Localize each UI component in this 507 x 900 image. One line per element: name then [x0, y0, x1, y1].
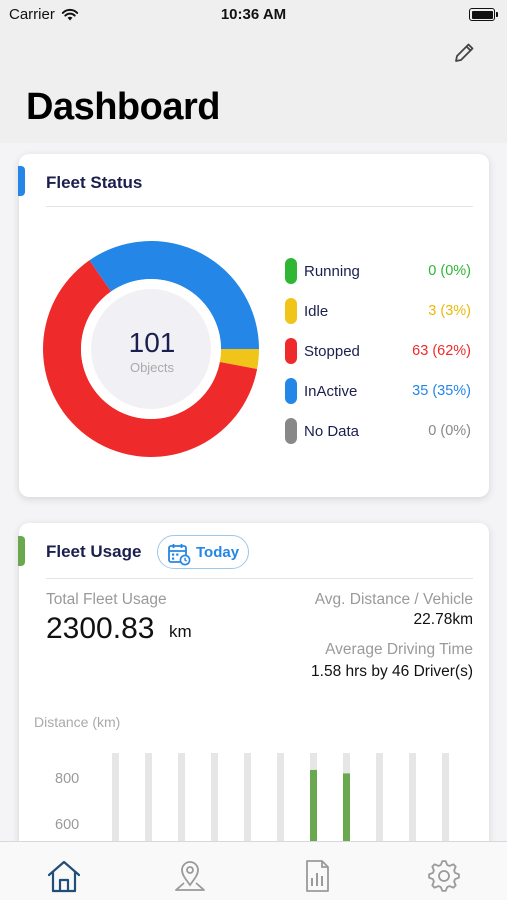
- legend-value: 0 (0%): [428, 263, 471, 279]
- chart-bars: [112, 753, 449, 853]
- y-tick-label: 800: [55, 771, 80, 787]
- clock: 10:36 AM: [220, 6, 287, 23]
- legend-inactive[interactable]: InActive 35 (35%): [285, 378, 471, 404]
- inactive-indicator: [285, 378, 297, 404]
- period-filter-button[interactable]: Today: [157, 535, 249, 569]
- chart-bar[interactable]: [343, 773, 350, 853]
- bar-track: [211, 753, 218, 853]
- card-divider: [46, 206, 473, 207]
- donut-slice-inactive[interactable]: [89, 241, 259, 349]
- bar-track: [178, 753, 185, 853]
- tab-reports[interactable]: [299, 858, 335, 894]
- bar-track: [442, 753, 449, 853]
- edit-button[interactable]: [451, 40, 477, 66]
- page-title: Dashboard: [26, 86, 220, 128]
- battery-icon: [469, 8, 498, 21]
- gear-icon: [428, 860, 460, 892]
- card-divider: [46, 578, 473, 579]
- y-tick-label: 600: [55, 817, 80, 833]
- donut-caption: Objects: [129, 360, 175, 375]
- total-usage-value: 2300.83: [46, 612, 155, 645]
- legend-label: Idle: [304, 303, 329, 320]
- avg-distance-value: 22.78km: [413, 611, 473, 628]
- fleet-usage-title: Fleet Usage: [46, 542, 142, 561]
- donut-slice-idle[interactable]: [219, 349, 259, 370]
- wifi-icon: [61, 8, 79, 21]
- tab-home[interactable]: [46, 858, 82, 894]
- legend-running[interactable]: Running 0 (0%): [285, 258, 471, 284]
- distance-chart[interactable]: Distance (km) 800 600: [19, 708, 489, 853]
- fleet-status-title: Fleet Status: [46, 173, 143, 192]
- avg-distance-label: Avg. Distance / Vehicle: [314, 591, 473, 608]
- card-accent: [18, 536, 25, 566]
- idle-indicator: [285, 298, 297, 324]
- report-icon: [306, 860, 329, 892]
- fleet-usage-card[interactable]: Fleet Usage Today Total Fleet Usage 2300…: [18, 523, 489, 853]
- period-label: Today: [196, 544, 240, 561]
- legend-idle[interactable]: Idle 3 (3%): [285, 298, 471, 324]
- bar-track: [145, 753, 152, 853]
- donut-total: 101: [128, 327, 176, 358]
- card-accent: [18, 166, 25, 196]
- legend-value: 35 (35%): [412, 383, 471, 399]
- status-bar: Carrier 10:36 AM: [0, 0, 507, 30]
- no-data-indicator: [285, 418, 297, 444]
- avg-driving-label: Average Driving Time: [325, 641, 473, 658]
- bar-track: [112, 753, 119, 853]
- donut-center: [91, 289, 211, 409]
- bar-track: [409, 753, 416, 853]
- legend-no-data[interactable]: No Data 0 (0%): [285, 418, 471, 444]
- tab-bar: [0, 841, 507, 900]
- stopped-indicator: [285, 338, 297, 364]
- legend-label: Stopped: [304, 343, 360, 360]
- bar-track: [277, 753, 284, 853]
- legend-value: 3 (3%): [428, 303, 471, 319]
- pencil-icon: [455, 43, 474, 62]
- legend-value: 63 (62%): [412, 343, 471, 359]
- donut-slice-stopped[interactable]: [43, 260, 258, 457]
- total-usage-unit: km: [169, 622, 192, 641]
- fleet-status-card[interactable]: Fleet Status 101 Objects Running 0 (0%) …: [18, 154, 489, 497]
- total-usage-label: Total Fleet Usage: [46, 591, 167, 608]
- legend-label: No Data: [304, 423, 360, 440]
- legend-stopped[interactable]: Stopped 63 (62%): [285, 338, 471, 364]
- fleet-status-donut-chart[interactable]: [43, 241, 259, 457]
- tab-settings[interactable]: [426, 858, 462, 894]
- carrier-info: Carrier: [9, 6, 79, 23]
- legend-label: InActive: [304, 383, 358, 400]
- home-icon: [47, 860, 81, 893]
- gear-hub: [438, 870, 450, 882]
- calendar-icon: [168, 544, 191, 566]
- running-indicator: [285, 258, 297, 284]
- bar-track: [244, 753, 251, 853]
- tab-map[interactable]: [172, 858, 208, 894]
- carrier-label: Carrier: [9, 6, 55, 23]
- legend-value: 0 (0%): [428, 423, 471, 439]
- bar-track: [376, 753, 383, 853]
- avg-driving-value: 1.58 hrs by 46 Driver(s): [311, 663, 473, 680]
- chart-bar[interactable]: [310, 769, 317, 853]
- location-pin-icon: [175, 861, 205, 891]
- legend-label: Running: [304, 263, 360, 280]
- gear-outline: [428, 860, 460, 892]
- chart-y-axis-label: Distance (km): [34, 714, 121, 730]
